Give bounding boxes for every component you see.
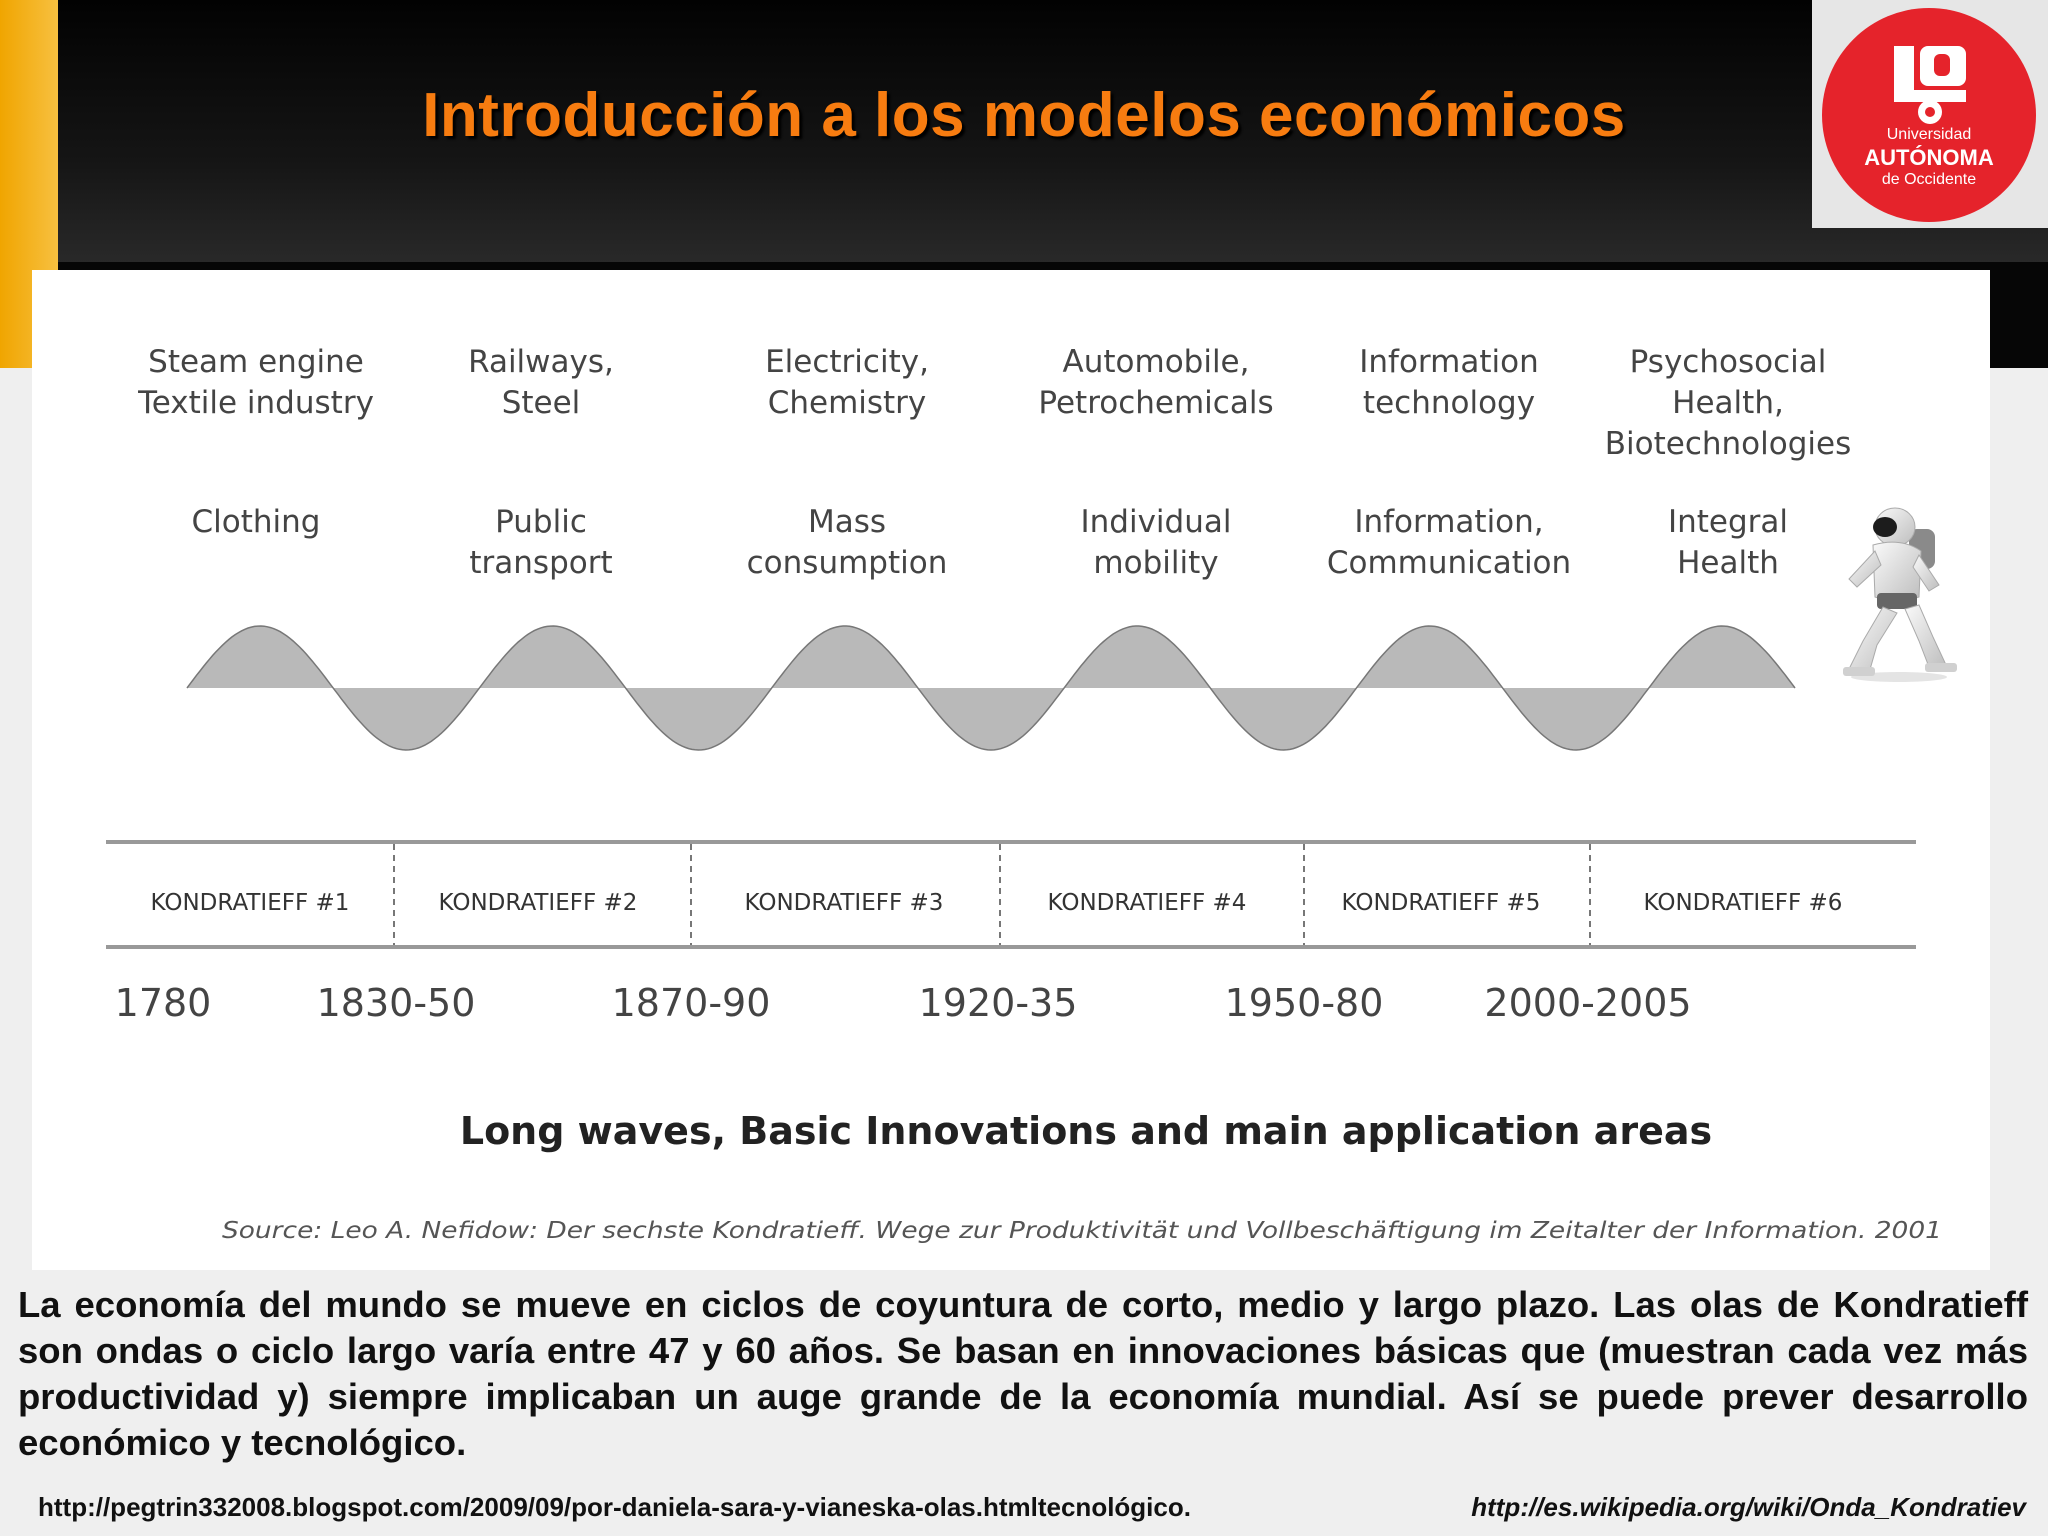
logo-line3: de Occidente xyxy=(1881,171,1977,188)
application-label: Public transport xyxy=(469,504,612,581)
kondratieff-label: KONDRATIEFF #6 xyxy=(1644,890,1843,916)
innovation-label: Automobile, Petrochemicals xyxy=(1038,344,1273,421)
application-label: Information, Communication xyxy=(1327,504,1571,581)
application-label: Individual mobility xyxy=(1081,504,1232,581)
kondratieff-label: KONDRATIEFF #3 xyxy=(745,890,944,916)
innovation-label-line: Psychosocial xyxy=(1630,344,1827,380)
figure-source: Source: Leo A. Nefidow: Der sechste Kond… xyxy=(222,1218,1942,1244)
innovation-labels: Steam engine Textile industry Railways, Ste… xyxy=(137,344,1851,462)
innovation-label: Steam engine Textile industry xyxy=(137,344,374,421)
long-wave xyxy=(186,625,1796,751)
innovation-label: Information technology xyxy=(1359,344,1538,421)
logo-circle: Universidad AUTÓNOMA de Occidente xyxy=(1822,8,2036,222)
source-link-wikipedia[interactable]: http://es.wikipedia.org/wiki/Onda_Kondra… xyxy=(1471,1492,2026,1522)
application-label: Mass consumption xyxy=(747,504,948,581)
kondratieff-labels: KONDRATIEFF #1 KONDRATIEFF #2 KONDRATIEFF … xyxy=(151,890,1843,916)
application-label-line: mobility xyxy=(1093,545,1218,581)
innovation-label: Psychosocial Health, Biotechnologies xyxy=(1605,344,1851,462)
innovation-label-line: Chemistry xyxy=(768,385,927,421)
year-label: 1950-80 xyxy=(1225,981,1384,1025)
kondratieff-label: KONDRATIEFF #2 xyxy=(439,890,638,916)
application-label: Clothing xyxy=(192,504,321,540)
innovation-label-line: Electricity, xyxy=(765,344,929,380)
body-paragraph: La economía del mundo se mueve en ciclos… xyxy=(18,1284,2028,1463)
innovation-label-line: Health, xyxy=(1672,385,1784,421)
innovation-label-line: Railways, xyxy=(468,344,614,380)
kondratieff-label: KONDRATIEFF #4 xyxy=(1048,890,1247,916)
application-label-line: Public xyxy=(495,504,587,540)
application-label-line: Integral xyxy=(1668,504,1788,540)
innovation-label-line: Steel xyxy=(502,385,581,421)
year-label: 2000-2005 xyxy=(1484,981,1691,1025)
robot-icon xyxy=(1843,507,1957,682)
innovation-label-line: Biotechnologies xyxy=(1605,426,1851,462)
kondratieff-label: KONDRATIEFF #1 xyxy=(151,890,350,916)
innovation-label-line: technology xyxy=(1363,385,1535,421)
innovation-label: Electricity, Chemistry xyxy=(765,344,929,421)
wave-line xyxy=(186,625,1796,751)
long-waves-diagram: Steam engine Textile industry Railways, Ste… xyxy=(106,344,1942,1244)
application-label-line: consumption xyxy=(747,545,948,581)
uao-logo-icon xyxy=(1894,46,1966,124)
university-logo: Universidad AUTÓNOMA de Occidente xyxy=(1812,0,2048,228)
innovation-label-line: Petrochemicals xyxy=(1038,385,1273,421)
innovation-label-line: Automobile, xyxy=(1063,344,1250,380)
kondratieff-figure: Steam engine Textile industry Railways, Ste… xyxy=(32,270,1990,1270)
year-label: 1870-90 xyxy=(612,981,771,1025)
year-labels: 1780 1830-50 1870-90 1920-35 1950-80 2000-200… xyxy=(115,981,1692,1025)
logo-line2: AUTÓNOMA xyxy=(1864,145,1994,170)
header-background xyxy=(0,0,2048,268)
application-label-line: Health xyxy=(1677,545,1779,581)
application-label-line: transport xyxy=(469,545,612,581)
innovation-label: Railways, Steel xyxy=(468,344,614,421)
source-link-blog[interactable]: http://pegtrin332008.blogspot.com/2009/0… xyxy=(38,1492,1191,1522)
application-labels: Clothing Public transport Mass consumption In… xyxy=(192,504,1789,581)
slide-title: Introducción a los modelos económicos xyxy=(422,81,1626,150)
year-label: 1920-35 xyxy=(919,981,1078,1025)
kondratieff-separators xyxy=(393,844,1591,945)
innovation-label-line: Textile industry xyxy=(137,385,374,421)
application-label-line: Mass xyxy=(808,504,886,540)
logo-line1: Universidad xyxy=(1886,126,1972,143)
wave-fill xyxy=(187,626,1795,750)
application-label-line: Individual xyxy=(1081,504,1232,540)
robot-image xyxy=(1813,505,1967,687)
application-label-line: Clothing xyxy=(192,504,321,540)
figure-caption: Long waves, Basic Innovations and main a… xyxy=(460,1109,1712,1153)
year-label: 1830-50 xyxy=(317,981,476,1025)
year-label: 1780 xyxy=(115,981,212,1025)
innovation-label-line: Information xyxy=(1359,344,1538,380)
application-label-line: Information, xyxy=(1354,504,1543,540)
application-label-line: Communication xyxy=(1327,545,1571,581)
kondratieff-label: KONDRATIEFF #5 xyxy=(1342,890,1541,916)
innovation-label-line: Steam engine xyxy=(148,344,364,380)
application-label: Integral Health xyxy=(1668,504,1788,581)
